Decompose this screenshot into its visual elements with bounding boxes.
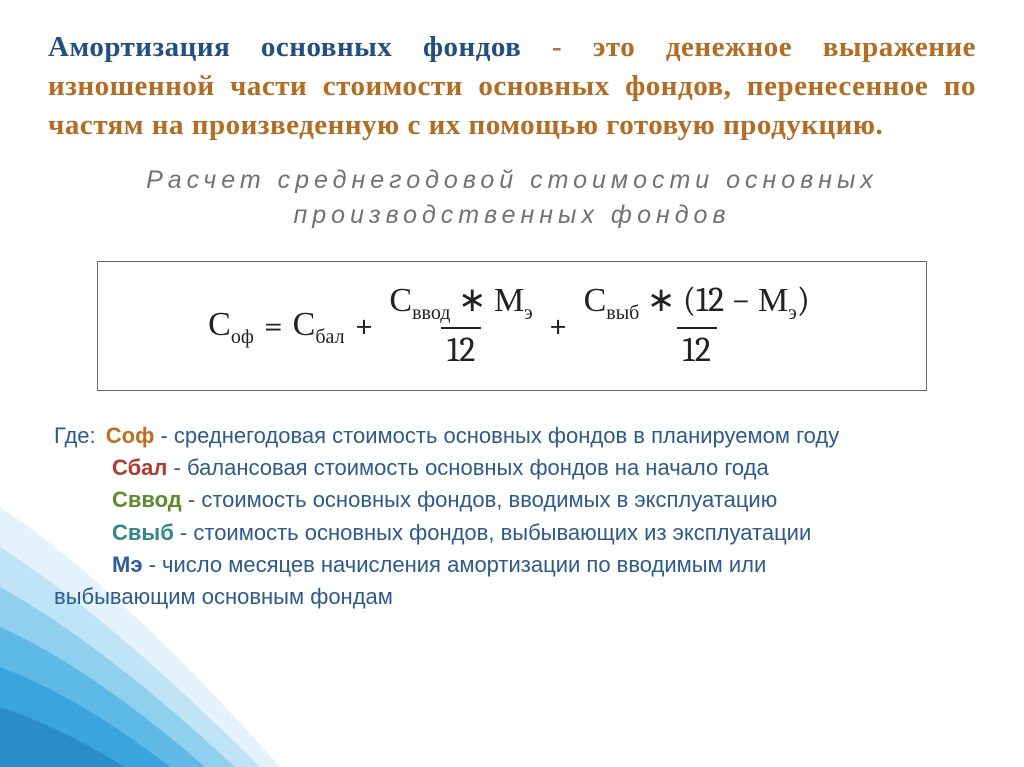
legend-desc-1: - балансовая стоимость основных фондов н…	[174, 455, 769, 480]
subheading-line1: Расчет среднегодовой стоимости основных	[146, 166, 878, 194]
legend-sym-4: Мэ	[112, 552, 142, 577]
heading-lead: Амортизация основных фондов	[48, 31, 521, 63]
legend: Где: Соф - среднегодовая стоимость основ…	[48, 421, 976, 613]
legend-desc-3: - стоимость основных фондов, выбывающих …	[180, 520, 811, 545]
formula-term3: Свыб ∗ (12 − Мэ) 12	[578, 282, 816, 369]
sub-heading: Расчет среднегодовой стоимости основных …	[102, 163, 922, 233]
formula-plus1: +	[355, 306, 374, 346]
formula-term1: Сбал	[293, 304, 345, 349]
heading-dash: -	[552, 31, 562, 63]
slide-content: Амортизация основных фондов - это денежн…	[0, 0, 1024, 635]
legend-row-1: Сбал - балансовая стоимость основных фон…	[54, 453, 976, 483]
legend-row-3: Свыб - стоимость основных фондов, выбыва…	[54, 518, 976, 548]
legend-row-4: Мэ - число месяцев начисления амортизаци…	[54, 550, 976, 580]
formula-lhs: Соф	[208, 304, 254, 349]
formula-term2: Сввод ∗ Мэ 12	[383, 282, 538, 369]
formula-box: Соф = Сбал + Сввод ∗ Мэ 12 + Свыб ∗ (12 …	[97, 261, 927, 390]
legend-row-2: Сввод - стоимость основных фондов, вводи…	[54, 485, 976, 515]
legend-desc-2: - стоимость основных фондов, вводимых в …	[188, 487, 777, 512]
legend-sym-0: Соф	[106, 423, 155, 448]
subheading-line2: производственных фондов	[294, 201, 731, 229]
legend-desc-4: - число месяцев начисления амортизации п…	[149, 552, 767, 577]
legend-row-tail: выбывающим основным фондам	[54, 582, 976, 612]
formula-plus2: +	[549, 306, 568, 346]
legend-sym-2: Сввод	[112, 487, 182, 512]
legend-where: Где:	[54, 423, 96, 448]
formula-eq: =	[264, 306, 283, 346]
main-heading: Амортизация основных фондов - это денежн…	[48, 28, 976, 145]
legend-sym-3: Свыб	[112, 520, 174, 545]
legend-tail: выбывающим основным фондам	[54, 584, 393, 609]
legend-desc-0: - среднегодовая стоимость основных фондо…	[160, 423, 839, 448]
legend-sym-1: Сбал	[112, 455, 167, 480]
legend-row-0: Где: Соф - среднегодовая стоимость основ…	[54, 421, 976, 451]
